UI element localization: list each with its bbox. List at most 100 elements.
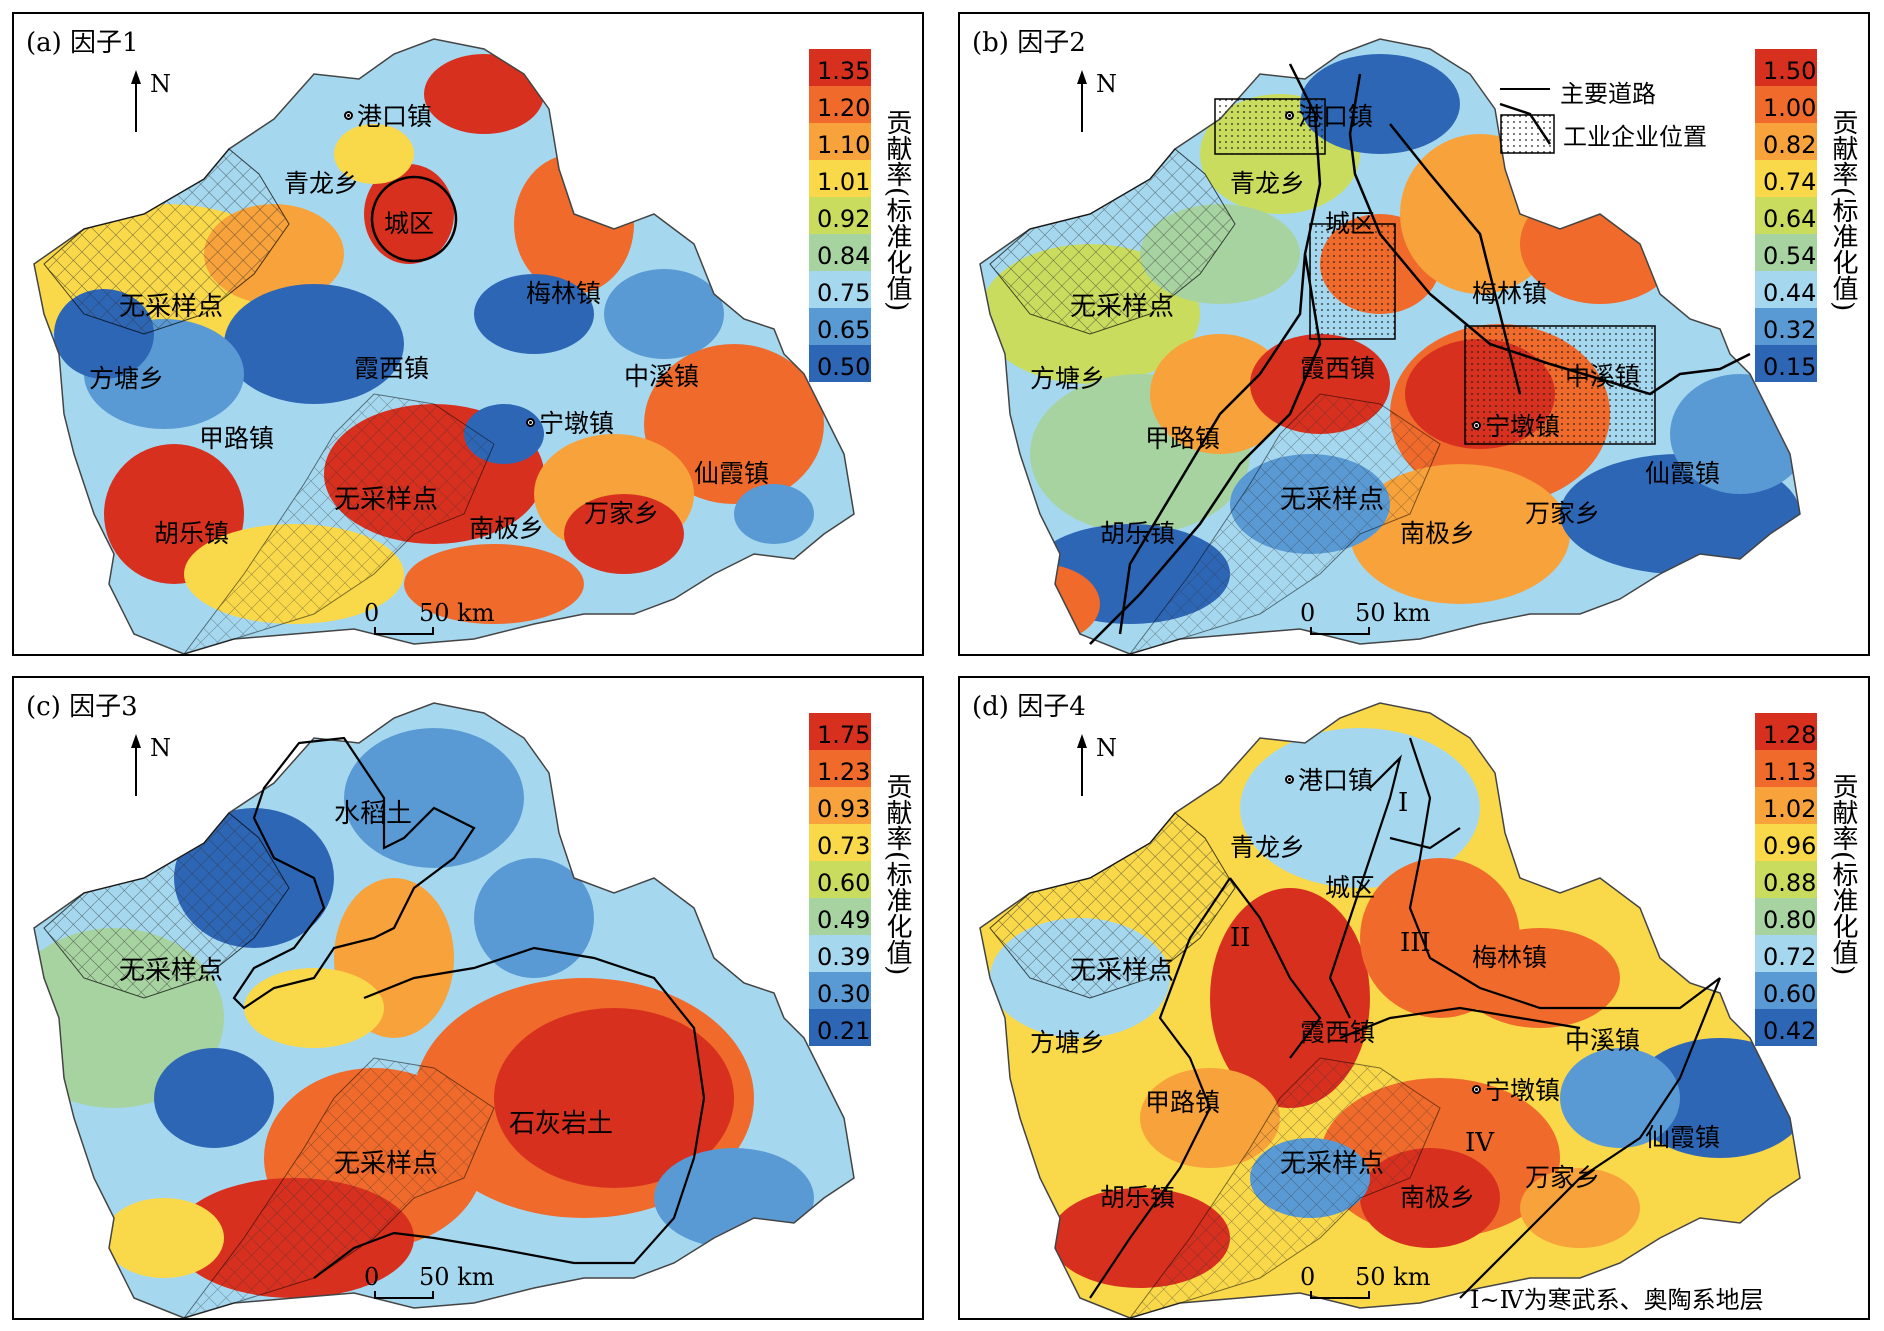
town-dot-icon [1285,774,1294,784]
key-road: 主要道路 [1560,74,1656,109]
north-arrow-icon [1077,734,1087,796]
place-meilin: 梅林镇 [526,274,601,310]
legend-tick-label: 0.60 [817,869,871,897]
legend-tick-label: 0.39 [817,943,871,971]
zone-limestone-soil: 石灰岩土 [509,1109,614,1139]
place-nanji: 南极乡 [469,509,544,545]
scale-label: 50 km [419,599,495,627]
legend-tick-label: 1.28 [1763,721,1817,749]
legend-swatch [809,750,871,787]
town-dot-icon [1472,420,1481,430]
town-dot-icon [1285,110,1294,120]
place-xianxia: 仙霞镇 [1645,454,1720,490]
map-b [979,38,1801,654]
place-label: 仙霞镇 [1645,459,1721,488]
stratum-4: IV [1465,1128,1495,1158]
place-label: 青龙乡 [284,169,360,198]
place-label: 方塘乡 [1030,364,1106,393]
panel-d: (d) 因子4 N 港口镇 青龙乡 城区 梅林镇 方塘乡 霞西镇 中溪镇 甲路镇… [958,676,1870,1320]
place-label: 中溪镇 [624,362,700,391]
place-xiaxi: 霞西镇 [1300,1013,1375,1049]
place-xianxia: 仙霞镇 [694,454,769,490]
place-gangkou: 港口镇 [1285,97,1373,133]
key-road-label: 主要道路 [1560,80,1656,108]
stratum-3: III [1400,928,1431,958]
place-hule: 胡乐镇 [154,514,229,550]
place-xianxia: 仙霞镇 [1645,1118,1720,1154]
legend-swatch [1755,197,1817,234]
place-label: 万家乡 [1525,1163,1601,1192]
legend-tick-label: 0.60 [1763,980,1817,1008]
panel-c-title: (c) 因子3 [26,692,138,722]
place-label: 万家乡 [1525,499,1601,528]
legend-swatch [1755,86,1817,123]
legend-tick-label: 1.02 [1763,795,1817,823]
legend-swatch [809,861,871,898]
legend-swatch [1755,160,1817,197]
north-label: N [150,734,171,762]
industry-swatch-icon [1500,114,1555,154]
key-industry-label: 工业企业位置 [1563,122,1707,151]
legend-tick-label: 1.10 [817,131,871,159]
place-meilin: 梅林镇 [1472,274,1547,310]
legend-swatch [809,824,871,861]
legend-swatch [809,197,871,234]
legend-a: 1.35 1.20 1.10 1.01 0.92 0.84 0.75 0.65 0.50 贡献率(… [809,49,919,499]
legend-swatch [809,345,871,382]
legend-tick-label: 0.54 [1763,242,1817,270]
stratum-1: I [1398,788,1409,818]
place-wanjia: 万家乡 [1525,494,1600,530]
panel-b-title: (b) 因子2 [972,28,1086,58]
legend-swatch [1755,271,1817,308]
legend-tick-label: 0.42 [1763,1017,1817,1045]
legend-swatch [1755,234,1817,271]
panel-c: (c) 因子3 N 水稻土 无采样点 无采样点 石灰岩土 0 50 km 1.7… [12,676,924,1320]
place-label: 甲路镇 [1145,424,1221,453]
place-zhongxi: 中溪镇 [624,357,699,393]
zone-no-sample: 无采样点 [1070,292,1175,322]
legend-swatch [1755,750,1817,787]
scale-bar-line [1310,627,1370,635]
map-d [979,702,1801,1318]
legend-swatch [809,972,871,1009]
legend-tick-label: 0.84 [817,242,871,270]
legend-tick-label: 0.50 [817,353,871,381]
place-jialu: 甲路镇 [1145,1083,1220,1119]
place-label: 胡乐镇 [1100,1183,1176,1212]
legend-tick-label: 0.65 [817,316,871,344]
legend-tick-label: 0.88 [1763,869,1817,897]
place-label: 城区 [1325,209,1376,238]
place-hule: 胡乐镇 [1100,1178,1175,1214]
legend-tick-label: 0.73 [817,832,871,860]
legend-tick-label: 0.15 [1763,353,1817,381]
scale-label: 50 km [419,1263,495,1291]
place-fangtang: 方塘乡 [1030,1023,1105,1059]
panel-d-title: (d) 因子4 [972,692,1086,722]
legend-tick-label: 1.13 [1763,758,1817,786]
town-dot-icon [526,417,535,427]
legend-tick-label: 0.92 [817,205,871,233]
legend-title: 贡献率(标准化值) [882,109,912,312]
zone-no-sample: 无采样点 [1280,1149,1385,1179]
scale-label: 50 km [1355,599,1431,627]
north-arrow-icon [1077,70,1087,132]
legend-tick-label: 0.80 [1763,906,1817,934]
place-ningdun: 宁墩镇 [526,404,614,440]
place-label: 仙霞镇 [694,459,770,488]
legend-swatch [1755,861,1817,898]
place-wanjia: 万家乡 [584,494,659,530]
legend-tick-label: 0.44 [1763,279,1817,307]
legend-tick-label: 0.32 [1763,316,1817,344]
north-label: N [1096,70,1117,98]
panel-b: (b) 因子2 N 主要道路 工业企业位置 港口镇 青龙乡 城区 梅林镇 方塘乡… [958,12,1870,656]
legend-tick-label: 1.01 [817,168,871,196]
place-label: 中溪镇 [1565,362,1641,391]
town-dot-icon [1472,1084,1481,1094]
legend-swatch [1755,898,1817,935]
place-label: 中溪镇 [1565,1026,1641,1055]
legend-tick-label: 0.93 [817,795,871,823]
place-nanji: 南极乡 [1400,1178,1475,1214]
legend-tick-label: 0.64 [1763,205,1817,233]
legend-swatch [1755,1009,1817,1046]
place-jialu: 甲路镇 [199,419,274,455]
